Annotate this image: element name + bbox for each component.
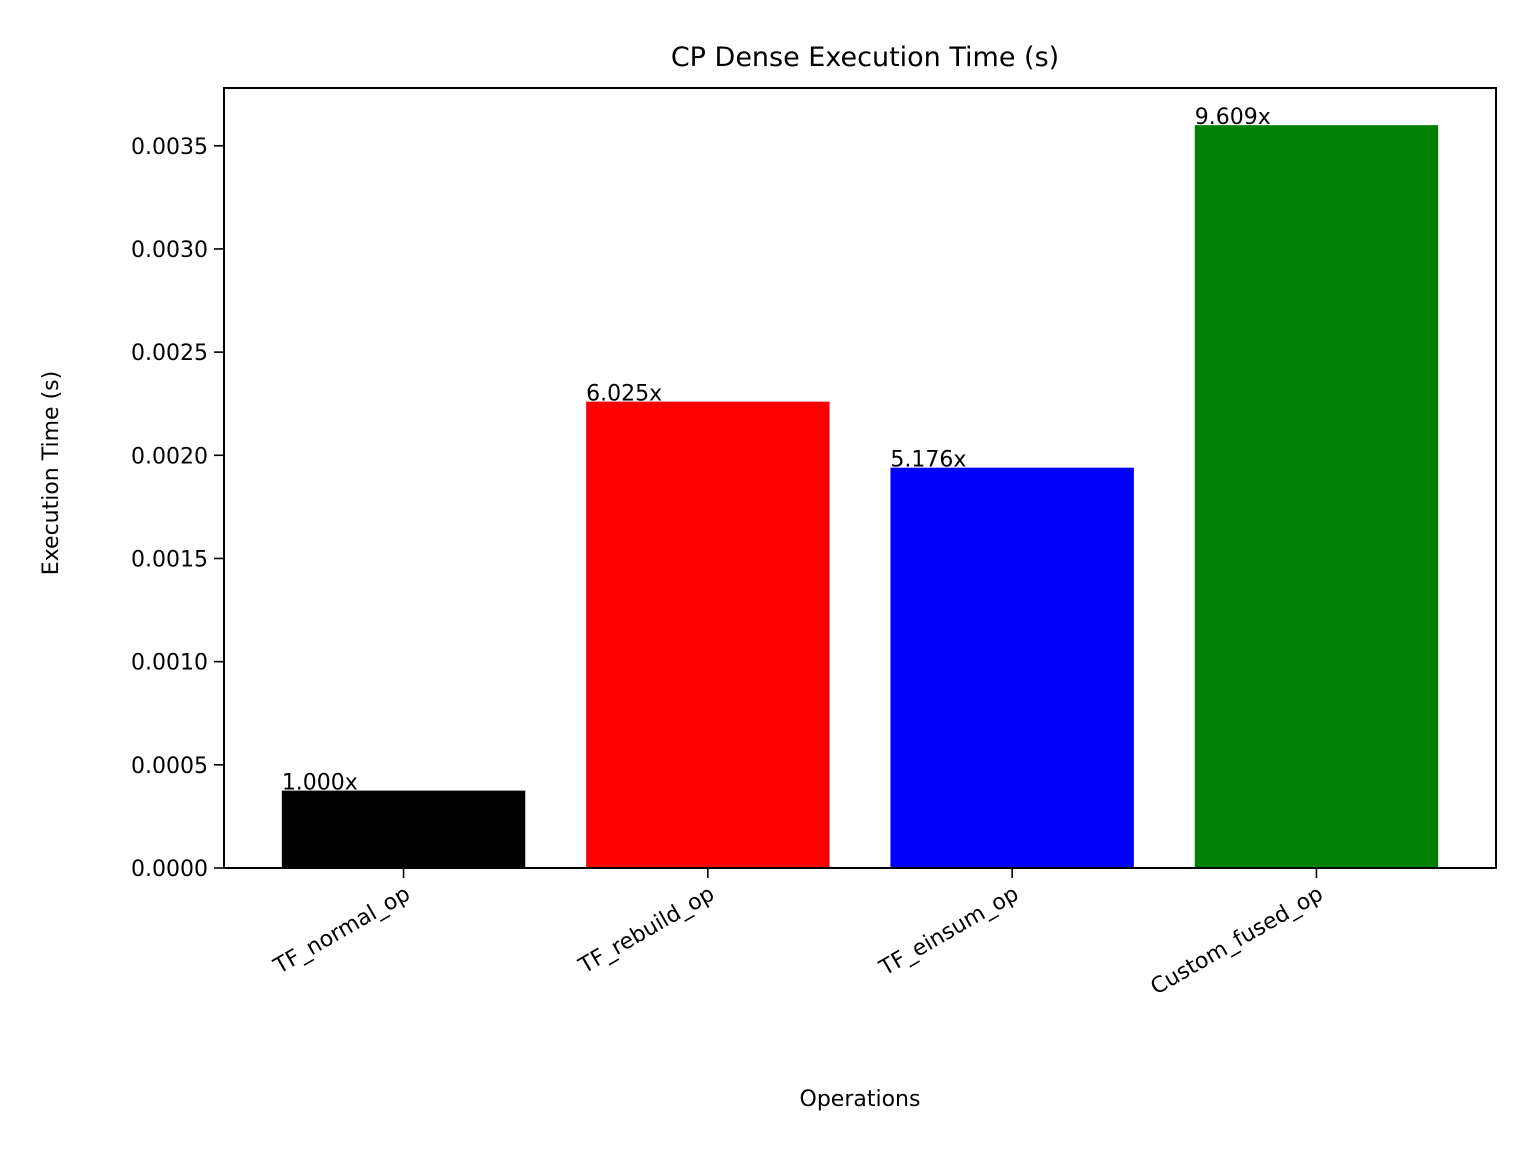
x-tick-label: TF_einsum_op: [875, 882, 1023, 982]
bar-labels-group: 1.000x 6.025x 5.176x 9.609x: [282, 105, 1271, 795]
y-tick-label: 0.0035: [131, 135, 208, 160]
x-tick-label: Custom_fused_op: [1147, 882, 1328, 1001]
y-tick-label: 0.0020: [131, 444, 208, 469]
bar-TF_rebuild_op: [586, 401, 830, 868]
bar-value-label: 6.025x: [586, 382, 662, 407]
x-tick-label: TF_normal_op: [269, 882, 415, 980]
y-tick-label: 0.0000: [131, 857, 208, 882]
plot-frame: [223, 87, 1497, 869]
y-tick-label: 0.0015: [131, 547, 208, 572]
x-axis-label: Operations: [800, 1087, 921, 1112]
bar-value-label: 5.176x: [890, 448, 966, 473]
bar-value-label: 9.609x: [1195, 105, 1271, 130]
y-axis-ticks: 0.0000 0.0005 0.0010 0.0015 0.0020 0.0025 0.00…: [131, 135, 224, 882]
bar-TF_normal_op: [281, 790, 526, 868]
y-tick-label: 0.0025: [131, 341, 208, 366]
y-axis-label: Execution Time (s): [39, 371, 64, 575]
x-axis-ticks: TF_normal_op TF_rebuild_op TF_einsum_op Cus…: [269, 868, 1327, 1000]
y-tick-label: 0.0005: [131, 754, 208, 779]
bars-group: [281, 125, 1439, 868]
chart-title: CP Dense Execution Time (s): [671, 42, 1059, 73]
bar-value-label: 1.000x: [282, 771, 358, 796]
x-tick-label: TF_rebuild_op: [574, 882, 719, 980]
y-tick-label: 0.0030: [131, 238, 208, 263]
bar-Custom_fused_op: [1194, 125, 1439, 868]
y-tick-label: 0.0010: [131, 651, 208, 676]
bar-TF_einsum_op: [890, 467, 1134, 868]
